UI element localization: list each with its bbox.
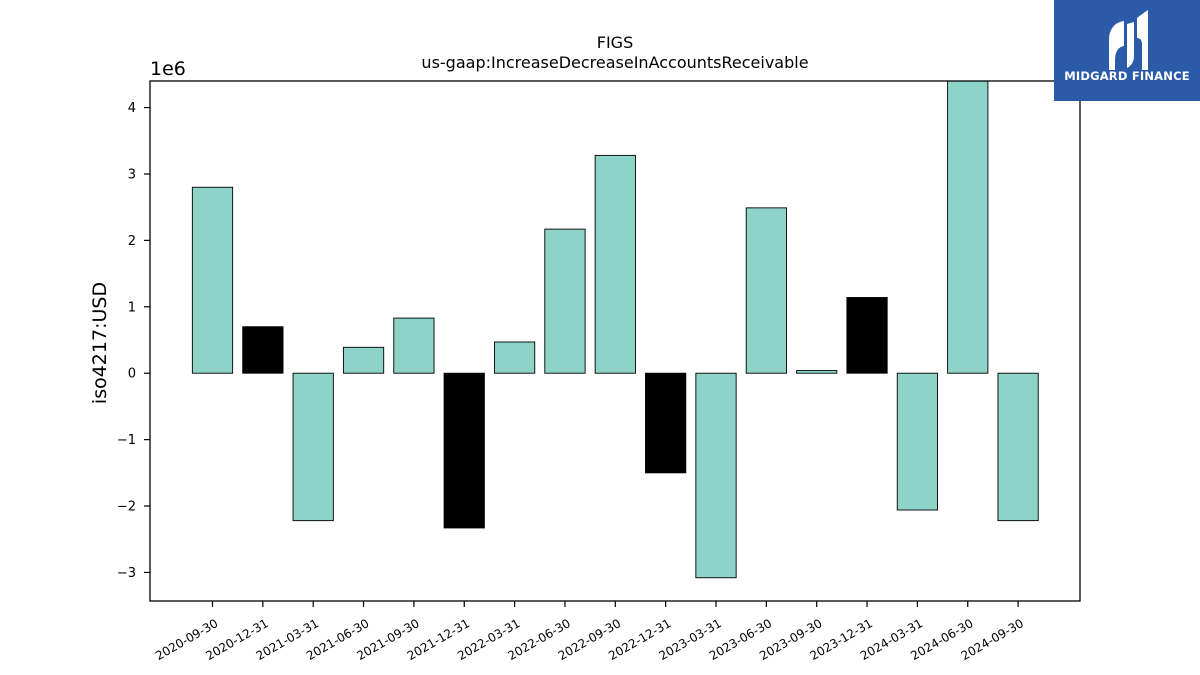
bar-2024-03-31 — [896, 372, 938, 511]
bar-2020-09-30 — [191, 186, 234, 374]
y-tick-label: −2 — [117, 500, 136, 515]
y-tick-label: 2 — [128, 234, 136, 249]
plot-frame — [149, 80, 1081, 602]
y-tick-label: 4 — [128, 101, 136, 116]
bar-2023-06-30 — [745, 207, 787, 374]
bar-2021-09-30 — [393, 317, 435, 374]
y-axis-label: iso4217:USD — [89, 282, 111, 404]
x-axis: 2020-09-302020-12-312021-03-312021-06-30… — [153, 601, 1026, 663]
chart-title: FIGS — [597, 33, 633, 52]
bar-2021-03-31 — [292, 372, 334, 522]
y-tick-label: 0 — [128, 367, 136, 382]
logo-mark-icon — [1054, 0, 1200, 101]
bar-2022-09-30 — [594, 154, 636, 374]
bar-2024-09-30 — [997, 372, 1039, 522]
brand-logo: MIDGARD FINANCE — [1054, 0, 1200, 101]
bars-group — [191, 80, 1039, 579]
y-tick-label: −3 — [117, 566, 136, 581]
bar-2023-09-30 — [796, 370, 838, 374]
y-tick-label: −1 — [117, 433, 136, 448]
bar-2024-06-30 — [947, 80, 989, 374]
bar-2022-06-30 — [544, 228, 586, 374]
y-axis: −3 −2 −1 0 1 2 3 4 — [117, 101, 150, 581]
bar-2022-03-31 — [494, 341, 536, 374]
logo-text: MIDGARD FINANCE — [1064, 69, 1190, 83]
y-tick-label: 3 — [128, 167, 136, 182]
bar-2020-12-31 — [242, 326, 284, 374]
y-scale-label: 1e6 — [150, 58, 186, 80]
bar-2022-12-31 — [645, 372, 687, 474]
y-tick-label: 1 — [128, 300, 136, 315]
bar-2021-06-30 — [342, 346, 385, 374]
bar-2021-12-31 — [443, 372, 485, 529]
bar-2023-03-31 — [695, 372, 737, 579]
chart-subtitle: us-gaap:IncreaseDecreaseInAccountsReceiv… — [421, 53, 808, 72]
bar-2023-12-31 — [846, 297, 888, 374]
